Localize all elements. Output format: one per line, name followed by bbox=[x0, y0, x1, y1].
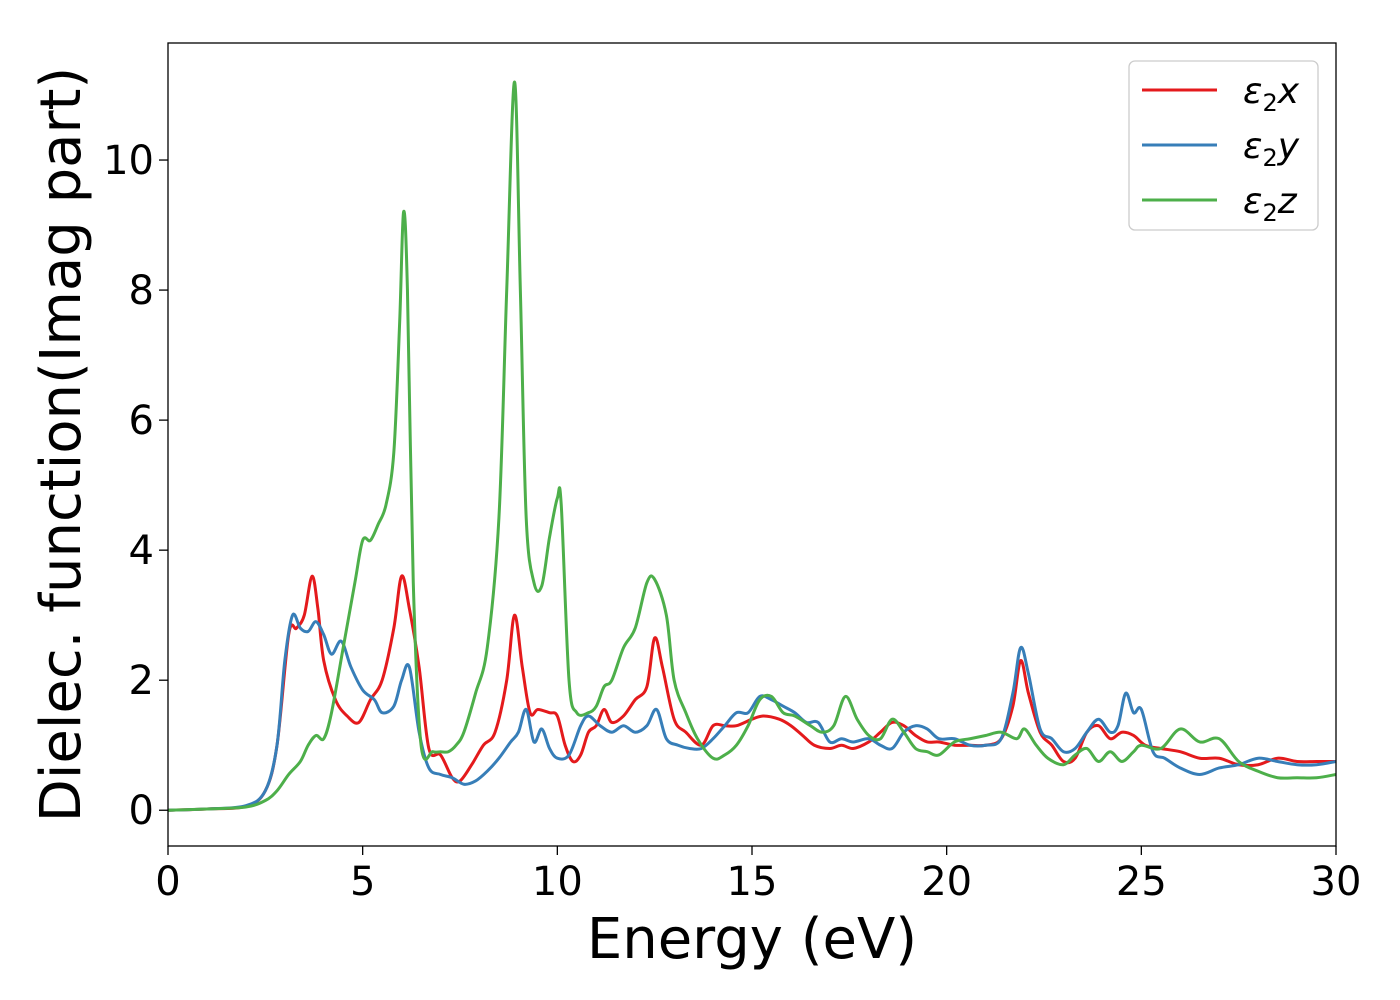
series-line-y bbox=[168, 612, 1336, 812]
x-axis-ticks: 0 5 10 15 20 25 30 bbox=[155, 846, 1361, 905]
legend-label-y: ε2y bbox=[1243, 126, 1300, 172]
x-tick-label: 20 bbox=[921, 859, 972, 905]
legend-label-axis: y bbox=[1277, 126, 1300, 167]
legend-box bbox=[1128, 60, 1319, 231]
y-tick-label: 2 bbox=[129, 658, 154, 704]
legend-label-subscript: 2 bbox=[1262, 144, 1277, 172]
y-axis-label: Dielec. function(Imag part) bbox=[29, 67, 94, 823]
legend-label-subscript: 2 bbox=[1262, 89, 1277, 117]
series-line-z bbox=[168, 80, 1336, 812]
legend-label-symbol: ε bbox=[1243, 126, 1262, 167]
legend-label-subscript: 2 bbox=[1262, 199, 1277, 227]
legend-label-axis: x bbox=[1277, 71, 1300, 112]
x-axis-label: Energy (eV) bbox=[587, 907, 917, 972]
y-tick-label: 6 bbox=[129, 398, 154, 444]
y-tick-label: 10 bbox=[103, 138, 154, 184]
legend-label-z: ε2z bbox=[1243, 181, 1298, 227]
legend-label-symbol: ε bbox=[1243, 71, 1262, 112]
legend-label-x: ε2x bbox=[1243, 71, 1300, 117]
x-tick-label: 0 bbox=[155, 859, 180, 905]
x-tick-label: 5 bbox=[350, 859, 375, 905]
series-layer bbox=[168, 80, 1336, 812]
legend-label-symbol: ε bbox=[1243, 181, 1262, 222]
x-tick-label: 10 bbox=[532, 859, 583, 905]
y-axis-ticks: 0 2 4 6 8 10 bbox=[103, 138, 168, 834]
y-tick-label: 0 bbox=[129, 788, 154, 834]
x-tick-label: 30 bbox=[1311, 859, 1362, 905]
y-tick-label: 8 bbox=[129, 268, 154, 314]
x-tick-label: 25 bbox=[1116, 859, 1167, 905]
x-tick-label: 15 bbox=[727, 859, 778, 905]
legend-label-axis: z bbox=[1277, 181, 1298, 222]
y-tick-label: 4 bbox=[129, 528, 154, 574]
